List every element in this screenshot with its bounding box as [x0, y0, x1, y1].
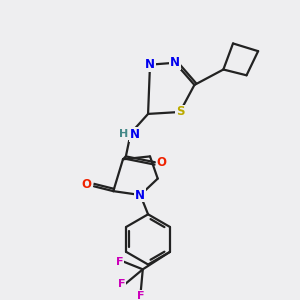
- Text: H: H: [119, 129, 129, 139]
- Text: S: S: [176, 106, 184, 118]
- Text: O: O: [157, 156, 166, 169]
- Text: N: N: [135, 188, 145, 202]
- Text: N: N: [145, 58, 155, 71]
- Text: F: F: [137, 291, 145, 300]
- Text: O: O: [81, 178, 91, 191]
- Text: F: F: [116, 256, 123, 267]
- Text: F: F: [118, 279, 125, 289]
- Text: N: N: [170, 56, 180, 69]
- Text: N: N: [130, 128, 140, 141]
